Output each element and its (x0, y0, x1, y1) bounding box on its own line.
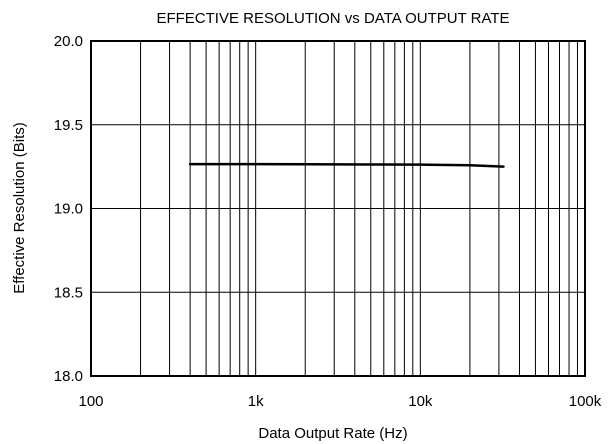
y-tick-label: 19.0 (54, 201, 83, 218)
y-axis-label: Effective Resolution (Bits) (11, 122, 28, 293)
grid-lines (90, 40, 586, 377)
y-tick-label: 18.5 (54, 284, 83, 301)
plot-area-frame (90, 40, 586, 377)
y-tick-label: 19.5 (54, 117, 83, 134)
chart-title: EFFECTIVE RESOLUTION vs DATA OUTPUT RATE (156, 10, 509, 27)
y-tick-label: 20.0 (54, 33, 83, 50)
y-axis-tick-labels: 18.0 18.5 19.0 19.5 20.0 (54, 33, 83, 385)
series-line-1 (188, 162, 505, 168)
x-axis-label: Data Output Rate (Hz) (258, 425, 407, 442)
y-tick-label: 18.0 (54, 368, 83, 385)
x-axis-tick-labels: 100 1k 10k 100k (78, 393, 601, 410)
x-tick-label: 1k (248, 393, 264, 410)
x-tick-label: 100 (78, 393, 103, 410)
x-tick-label: 10k (408, 393, 433, 410)
x-tick-label: 100k (569, 393, 602, 410)
series-layer (188, 162, 505, 168)
